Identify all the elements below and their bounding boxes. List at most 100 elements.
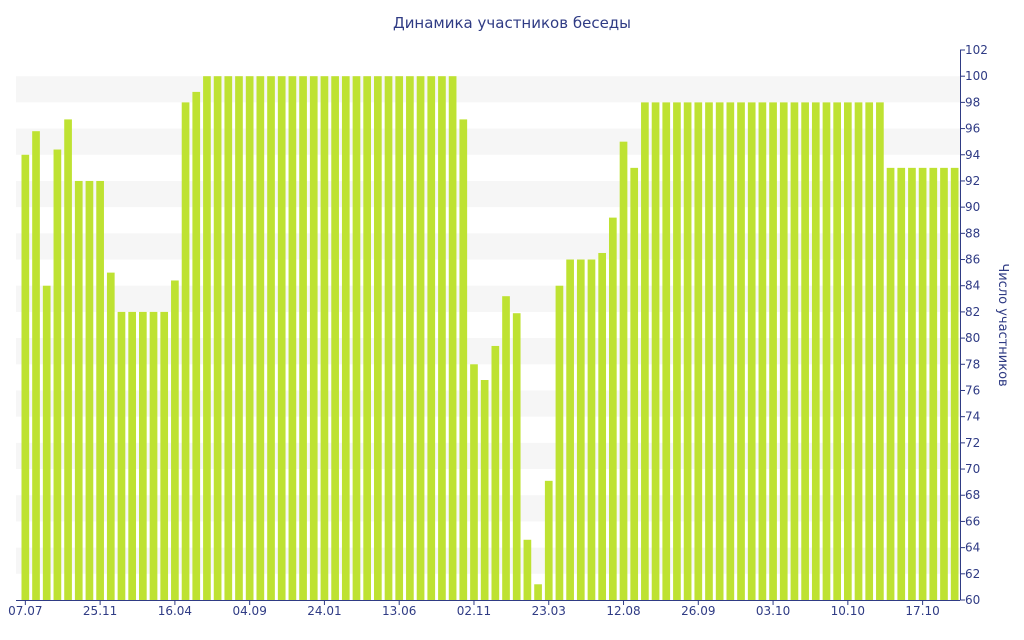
bar	[363, 76, 372, 600]
bar	[523, 539, 532, 600]
y-tick-label: 90	[965, 200, 980, 214]
bar	[576, 259, 585, 600]
bar	[42, 285, 51, 600]
bar	[641, 102, 649, 600]
y-tick-label: 84	[965, 279, 980, 293]
y-tick-label: 88	[965, 226, 980, 240]
y-tick-label: 96	[965, 122, 980, 136]
grid-band	[16, 76, 960, 103]
bar	[256, 76, 265, 600]
bar	[128, 311, 137, 600]
bar	[908, 167, 916, 600]
bar	[470, 364, 478, 600]
x-tick-label: 16.04	[158, 604, 192, 618]
bar	[160, 311, 169, 600]
bar	[277, 76, 286, 600]
bar	[512, 313, 521, 600]
bar	[705, 102, 713, 600]
bar	[694, 102, 703, 600]
bar	[53, 149, 62, 600]
y-tick-label: 68	[965, 488, 980, 502]
bar	[918, 167, 927, 600]
bar	[235, 76, 243, 600]
bar	[416, 76, 425, 600]
x-tick-label: 04.09	[232, 604, 266, 618]
bar	[811, 102, 820, 600]
bar	[459, 119, 468, 601]
bar	[331, 76, 339, 600]
bar	[64, 119, 72, 601]
bar	[534, 584, 542, 600]
y-axis-label: Число участников	[995, 263, 1010, 386]
bar	[822, 102, 831, 600]
bar	[566, 259, 574, 600]
x-tick-label: 23.03	[532, 604, 566, 618]
bar	[758, 102, 767, 600]
bar	[673, 102, 681, 600]
bar	[502, 296, 510, 600]
bar	[309, 76, 318, 600]
bar	[587, 259, 596, 600]
x-tick-label: 02.11	[457, 604, 491, 618]
bar	[117, 311, 126, 600]
bar	[598, 252, 607, 600]
bar	[213, 76, 222, 600]
y-tick-label: 82	[965, 305, 980, 319]
y-tick-label: 72	[965, 436, 980, 450]
bar	[929, 167, 938, 600]
bar	[171, 280, 179, 600]
x-tick-label: 13.06	[382, 604, 416, 618]
axes-group: 60 62 64 66 68 70 72 74 76 78 80 82 84 86 88 90 92 94 96 98…	[8, 43, 988, 618]
bar	[876, 102, 884, 600]
bar	[224, 76, 233, 600]
y-tick-label: 74	[965, 410, 980, 424]
bar	[96, 180, 104, 600]
bar	[726, 102, 735, 600]
bar	[769, 102, 777, 600]
bar	[662, 102, 671, 600]
y-tick-label: 76	[965, 383, 980, 397]
y-tick-label: 102	[965, 43, 988, 57]
y-tick-label: 86	[965, 253, 980, 267]
bar	[608, 217, 617, 600]
bar	[747, 102, 756, 600]
bar	[192, 91, 201, 601]
bar	[801, 102, 809, 600]
bar	[737, 102, 745, 600]
x-tick-label: 07.07	[8, 604, 42, 618]
bar	[438, 76, 446, 600]
bar	[149, 311, 158, 600]
bar	[555, 285, 564, 600]
bar	[320, 76, 329, 600]
bar	[267, 76, 275, 600]
bar	[21, 154, 30, 600]
y-tick-label: 60	[965, 593, 980, 607]
bar	[544, 480, 553, 600]
y-tick-label: 64	[965, 541, 980, 555]
y-tick-label: 98	[965, 95, 980, 109]
bar	[854, 102, 863, 600]
bar	[32, 131, 40, 600]
bar	[288, 76, 297, 600]
bar	[790, 102, 799, 600]
bar	[106, 272, 115, 600]
bar	[491, 345, 500, 600]
bar	[897, 167, 906, 600]
x-tick-label: 03.10	[756, 604, 790, 618]
bar	[630, 167, 639, 600]
bar	[245, 76, 254, 600]
bar	[181, 102, 190, 600]
x-tick-label: 25.11	[83, 604, 117, 618]
bar	[843, 102, 852, 600]
x-tick-label: 26.09	[681, 604, 715, 618]
bar	[683, 102, 692, 600]
x-tick-label: 24.01	[307, 604, 341, 618]
y-tick-label: 92	[965, 174, 980, 188]
bar	[203, 76, 211, 600]
bar	[384, 76, 393, 600]
x-tick-label: 12.08	[606, 604, 640, 618]
y-tick-label: 70	[965, 462, 980, 476]
bar	[950, 167, 959, 600]
bar	[448, 76, 457, 600]
